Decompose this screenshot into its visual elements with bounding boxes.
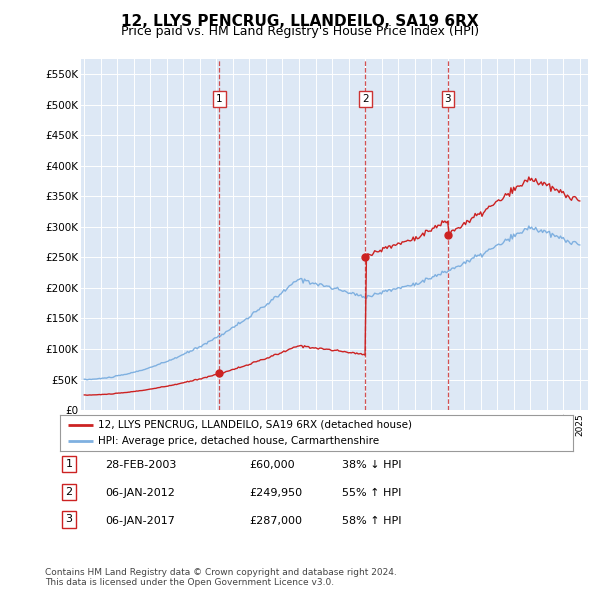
Text: 1: 1 xyxy=(65,459,73,469)
Text: 2: 2 xyxy=(362,94,368,104)
Text: 38% ↓ HPI: 38% ↓ HPI xyxy=(342,460,401,470)
Text: 55% ↑ HPI: 55% ↑ HPI xyxy=(342,488,401,498)
Text: 1: 1 xyxy=(216,94,223,104)
Text: 3: 3 xyxy=(65,514,73,525)
Text: Price paid vs. HM Land Registry's House Price Index (HPI): Price paid vs. HM Land Registry's House … xyxy=(121,25,479,38)
Text: 28-FEB-2003: 28-FEB-2003 xyxy=(105,460,176,470)
Text: HPI: Average price, detached house, Carmarthenshire: HPI: Average price, detached house, Carm… xyxy=(98,437,380,447)
Text: 58% ↑ HPI: 58% ↑ HPI xyxy=(342,516,401,526)
Text: 06-JAN-2012: 06-JAN-2012 xyxy=(105,488,175,498)
Text: 2: 2 xyxy=(65,487,73,497)
Text: 12, LLYS PENCRUG, LLANDEILO, SA19 6RX: 12, LLYS PENCRUG, LLANDEILO, SA19 6RX xyxy=(121,14,479,28)
Text: £60,000: £60,000 xyxy=(249,460,295,470)
Text: 06-JAN-2017: 06-JAN-2017 xyxy=(105,516,175,526)
Text: 3: 3 xyxy=(445,94,451,104)
Text: 12, LLYS PENCRUG, LLANDEILO, SA19 6RX (detached house): 12, LLYS PENCRUG, LLANDEILO, SA19 6RX (d… xyxy=(98,419,412,430)
Text: £287,000: £287,000 xyxy=(249,516,302,526)
Text: £249,950: £249,950 xyxy=(249,488,302,498)
Text: Contains HM Land Registry data © Crown copyright and database right 2024.
This d: Contains HM Land Registry data © Crown c… xyxy=(45,568,397,587)
